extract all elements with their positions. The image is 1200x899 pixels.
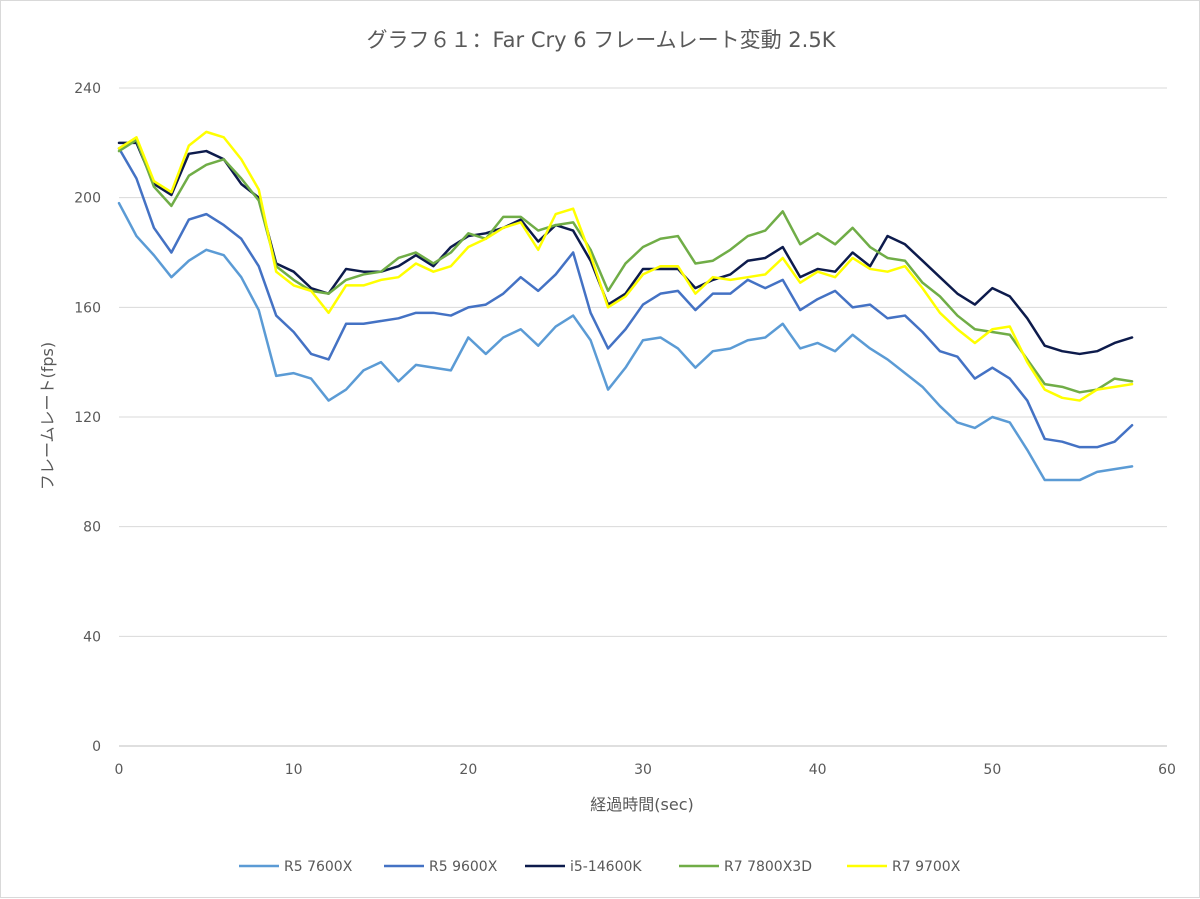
series-line-r5-9600x — [117, 147, 1134, 449]
legend-label: R7 9700X — [892, 859, 961, 875]
y-axis-title: フレームレート(fps) — [38, 342, 57, 490]
legend-item: R5 9600X — [384, 859, 498, 875]
legend-label: i5-14600K — [570, 859, 642, 875]
y-tick-labels: 0 40 80 120 160 200 240 — [74, 81, 101, 755]
x-tick-label: 50 — [983, 762, 1001, 778]
legend-item: R7 9700X — [847, 859, 961, 875]
x-tick-label: 30 — [634, 762, 652, 778]
grid-lines — [119, 87, 1167, 747]
series-line-r7-7800x3d — [117, 138, 1134, 394]
x-tick-labels: 0 10 20 30 40 50 60 — [115, 762, 1176, 778]
legend-label: R5 9600X — [429, 859, 498, 875]
legend: R5 7600X R5 9600X i5-14600K R7 7800X3D R7 97… — [239, 859, 961, 875]
x-tick-label: 20 — [459, 762, 477, 778]
x-axis-title: 経過時間(sec) — [590, 795, 693, 814]
y-tick-label: 160 — [74, 300, 101, 316]
series-lines — [117, 130, 1134, 482]
legend-item: R5 7600X — [239, 859, 353, 875]
series-line-i5-14600k — [117, 141, 1134, 356]
y-tick-label: 80 — [83, 520, 101, 536]
legend-label: R5 7600X — [284, 859, 353, 875]
x-tick-label: 60 — [1158, 762, 1176, 778]
legend-item: R7 7800X3D — [679, 859, 812, 875]
y-tick-label: 120 — [74, 410, 101, 426]
y-tick-label: 40 — [83, 629, 101, 645]
legend-label: R7 7800X3D — [724, 859, 812, 875]
chart-title: グラフ６１：Far Cry 6 フレームレート変動 2.5K — [367, 28, 837, 52]
y-tick-label: 240 — [74, 81, 101, 97]
x-tick-label: 40 — [809, 762, 827, 778]
series-line-r5-7600x — [117, 201, 1134, 482]
legend-item: i5-14600K — [525, 859, 642, 875]
y-tick-label: 0 — [92, 739, 101, 755]
x-tick-label: 0 — [115, 762, 124, 778]
x-tick-label: 10 — [285, 762, 303, 778]
y-tick-label: 200 — [74, 191, 101, 207]
series-line-r7-9700x — [117, 130, 1134, 402]
